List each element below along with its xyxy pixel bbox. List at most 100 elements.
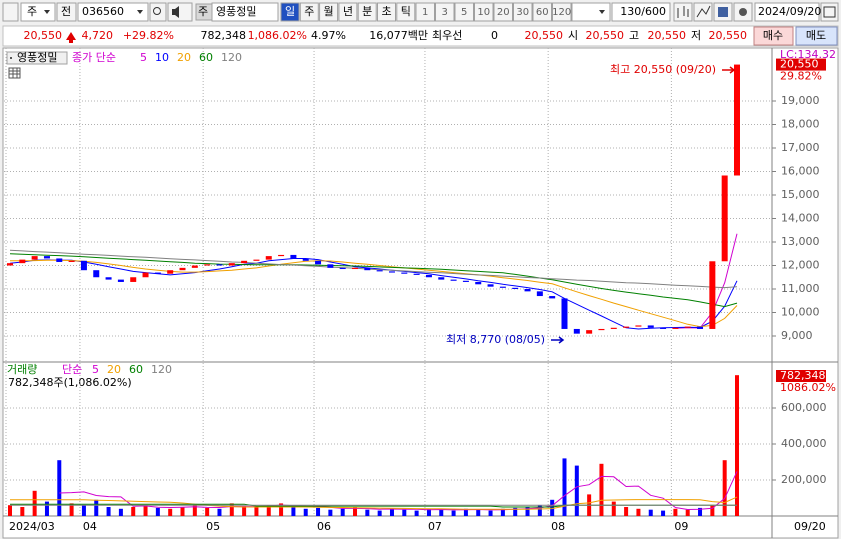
toolbar: 주 전 036560 주 영풍정밀 130/600 2024/09/20 (2, 2, 839, 22)
legend-entry: 20 (107, 363, 121, 376)
x-tick-label: 08 (551, 520, 565, 533)
code: 036560 (82, 5, 124, 18)
market: 주 (27, 5, 37, 18)
y-tick-label: 9,000 (781, 329, 813, 342)
legend-entry: 120 (151, 363, 172, 376)
scope: 전 (61, 5, 71, 18)
period-label: 초 (381, 5, 391, 18)
volume-bar (353, 507, 358, 516)
volume-bar (661, 510, 666, 516)
volume-bar (488, 510, 493, 516)
volume-bar (8, 505, 12, 516)
y-tick-label: 11,000 (781, 282, 820, 295)
interval-button[interactable] (474, 2, 494, 22)
volume-bar (44, 501, 49, 516)
scope-button[interactable] (56, 2, 77, 22)
volume-bar (537, 505, 542, 516)
candle-body (191, 265, 198, 268)
candle-body (216, 264, 223, 266)
candle-body (364, 267, 371, 271)
chart-frame (2, 47, 839, 539)
top-label: LC:134.32 (780, 48, 836, 61)
y-tick-label: 17,000 (781, 141, 820, 154)
volume-bar (389, 508, 394, 516)
interval-button[interactable] (552, 2, 572, 22)
interval-button[interactable] (415, 2, 435, 22)
volume-bar (636, 508, 641, 516)
volume-bar (710, 505, 715, 516)
legend-entry: 5 (92, 363, 99, 376)
candle-body (302, 258, 309, 261)
high-price: 20,550 (648, 29, 687, 42)
date-input[interactable] (754, 2, 820, 22)
last-change-label: 29.82% (780, 70, 822, 83)
candle-body (610, 327, 617, 329)
sound-button[interactable] (167, 2, 193, 22)
candle-body (167, 270, 174, 274)
market-select[interactable] (20, 2, 56, 22)
volume-bar (574, 465, 579, 516)
volume-bar (303, 508, 308, 516)
volume: 782,348 (201, 29, 247, 42)
last-volume-pct: 1086.02% (780, 381, 836, 394)
window-icon[interactable] (2, 2, 19, 22)
volume-bar (500, 508, 505, 516)
title-box (6, 51, 68, 65)
period-button[interactable] (357, 2, 377, 22)
volume-bar (118, 508, 123, 516)
search-button[interactable] (149, 2, 167, 22)
candle-body (672, 327, 679, 329)
line-button[interactable] (693, 2, 713, 22)
legend-entry: 10 (155, 51, 169, 64)
volume-bar (69, 503, 74, 516)
volume-bar (624, 507, 629, 516)
candle-body (80, 260, 87, 271)
period-button[interactable] (299, 2, 319, 22)
buy-button[interactable] (753, 26, 794, 46)
candle-body (462, 280, 469, 282)
volume-bar (57, 460, 62, 516)
period-button[interactable] (319, 2, 339, 22)
volume-bar (143, 505, 148, 516)
volume-bar (168, 508, 173, 516)
interval-button[interactable] (532, 2, 552, 22)
code-input[interactable] (77, 2, 149, 22)
period-button[interactable] (280, 2, 300, 22)
period-button[interactable] (377, 2, 396, 22)
interval-button[interactable] (435, 2, 455, 22)
candle-body (7, 263, 13, 266)
interval-button[interactable] (454, 2, 474, 22)
period-button[interactable] (396, 2, 416, 22)
period-label: 틱 (401, 5, 411, 18)
legend-entry: 60 (199, 51, 213, 64)
y-tick-label: 400,000 (781, 437, 827, 450)
candle-body (635, 325, 642, 327)
open-price: 20,550 (586, 29, 625, 42)
search-icon (153, 7, 161, 15)
count-input[interactable] (611, 2, 671, 22)
sell-label: 매도 (806, 29, 826, 42)
interval-button[interactable] (493, 2, 513, 22)
interval-label: 10 (477, 7, 490, 18)
period-button[interactable] (338, 2, 358, 22)
sell-button[interactable] (795, 26, 838, 46)
interval-label: 30 (516, 7, 529, 18)
high-label: 고 (629, 29, 639, 42)
interval-button[interactable] (513, 2, 533, 22)
volume-bar (217, 508, 222, 516)
candle-body (721, 175, 728, 262)
interval-label: 60 (536, 7, 549, 18)
price: 20,550 (24, 29, 63, 42)
table-icon[interactable] (8, 67, 21, 79)
title-dot (10, 57, 12, 59)
volume-bar (562, 458, 567, 516)
candle-body (376, 270, 383, 272)
ma-line (9, 258, 738, 330)
candle-body (19, 259, 26, 264)
candle-body (413, 273, 420, 275)
name-input[interactable] (211, 2, 279, 22)
volume-bar (94, 499, 99, 516)
blank-select[interactable] (571, 2, 611, 22)
volume-summary: 782,348주(1,086.02%) (8, 376, 132, 389)
candle-button[interactable] (673, 2, 693, 22)
